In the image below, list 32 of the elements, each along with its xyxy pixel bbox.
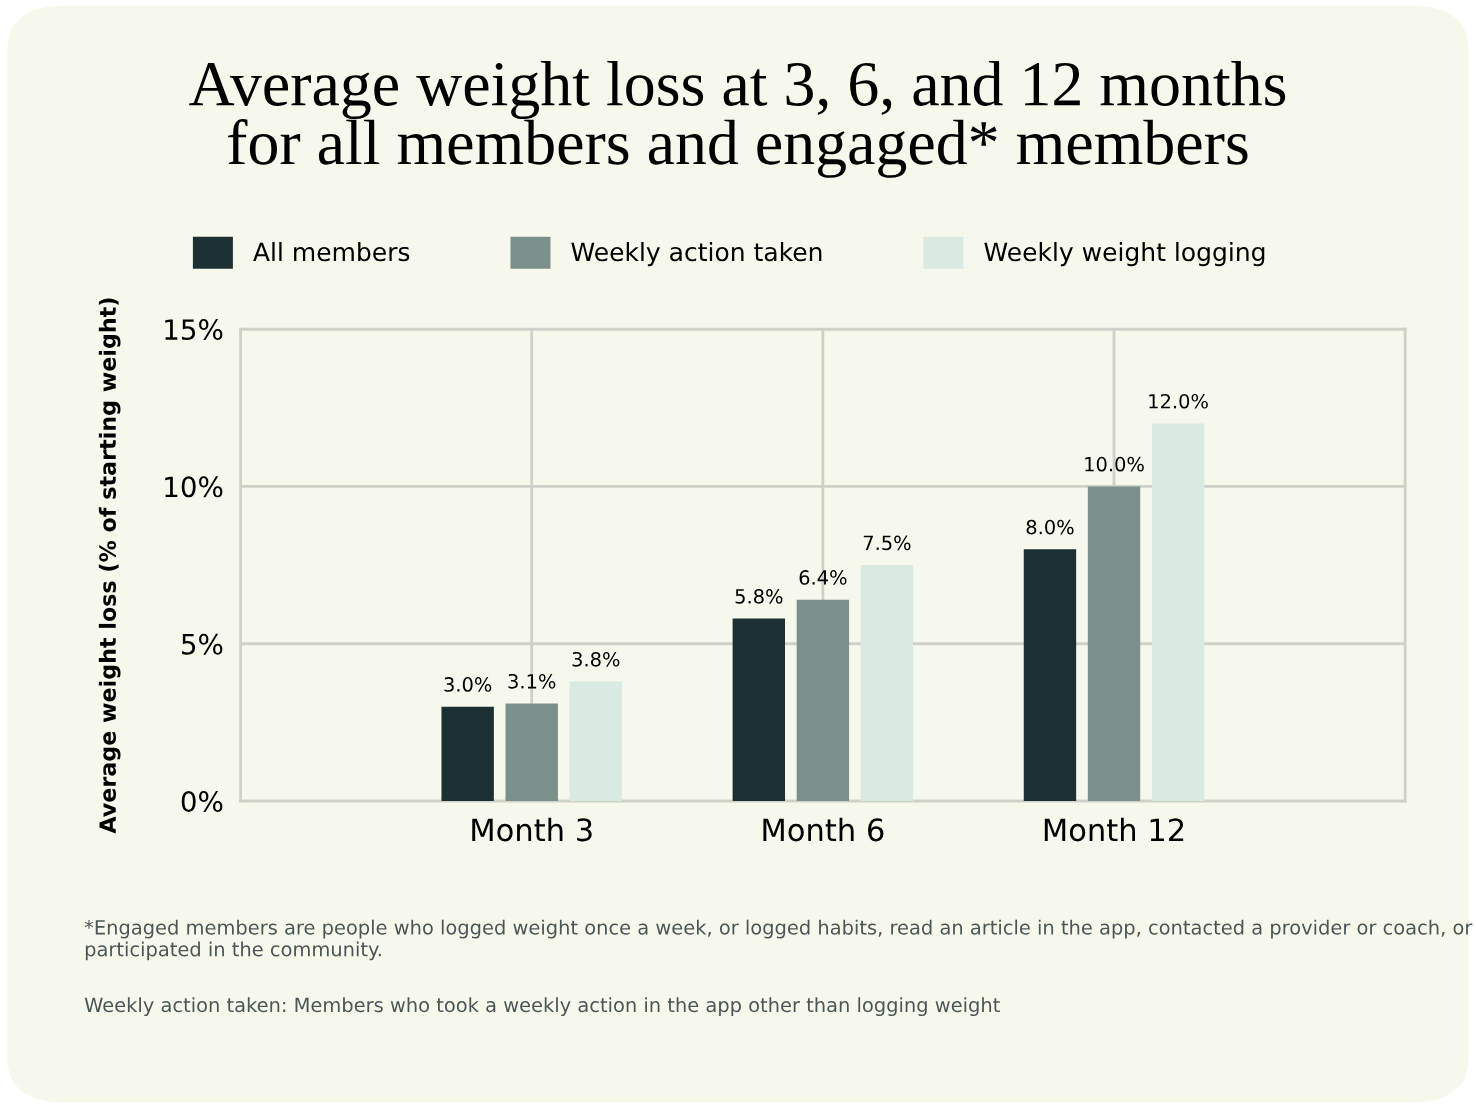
bar — [505, 703, 558, 802]
bar — [569, 681, 622, 802]
y-axis-title: Average weight loss (% of starting weight) — [98, 298, 121, 834]
bar — [860, 565, 914, 802]
y-tick-label: 5% — [182, 633, 223, 655]
y-tick-label: 10% — [165, 476, 223, 498]
x-tick-label: Month 6 — [763, 817, 884, 842]
data-label: 7.5% — [863, 535, 911, 551]
bar — [1023, 549, 1077, 802]
bar — [441, 706, 494, 802]
legend-label: Weekly weight logging — [984, 241, 1265, 267]
bar — [1087, 486, 1141, 802]
data-label: 3.1% — [508, 673, 556, 689]
chart-title: Average weight loss at 3, 6, and 12 months for all members and engaged* members — [189, 60, 1286, 178]
data-label: 3.8% — [572, 651, 620, 667]
data-label: 12.0% — [1149, 393, 1208, 409]
bar — [796, 599, 850, 802]
text: *Engaged members are people who logged weight once a week, or logged habits, read an article in the app, contacted a provider or coach, or participated in the community. — [84, 919, 1473, 961]
data-label: 6.4% — [799, 570, 847, 585]
data-label: 3.0% — [444, 677, 492, 692]
bar — [1151, 423, 1205, 802]
y-tick-label: 0% — [181, 791, 223, 813]
data-label: 5.8% — [735, 588, 783, 604]
x-tick-label: Month 3 — [472, 817, 592, 842]
legend-label: Weekly action taken — [571, 241, 822, 267]
bar — [732, 618, 786, 802]
text: Weekly action taken: Members who took a weekly action in the app other than logging weight — [84, 997, 1000, 1017]
data-label: 8.0% — [1026, 519, 1074, 535]
data-label: 10.0% — [1085, 456, 1144, 472]
x-tick-label: Month 12 — [1044, 817, 1184, 842]
legend-label: All members — [253, 241, 410, 262]
y-tick-label: 15% — [165, 319, 223, 341]
